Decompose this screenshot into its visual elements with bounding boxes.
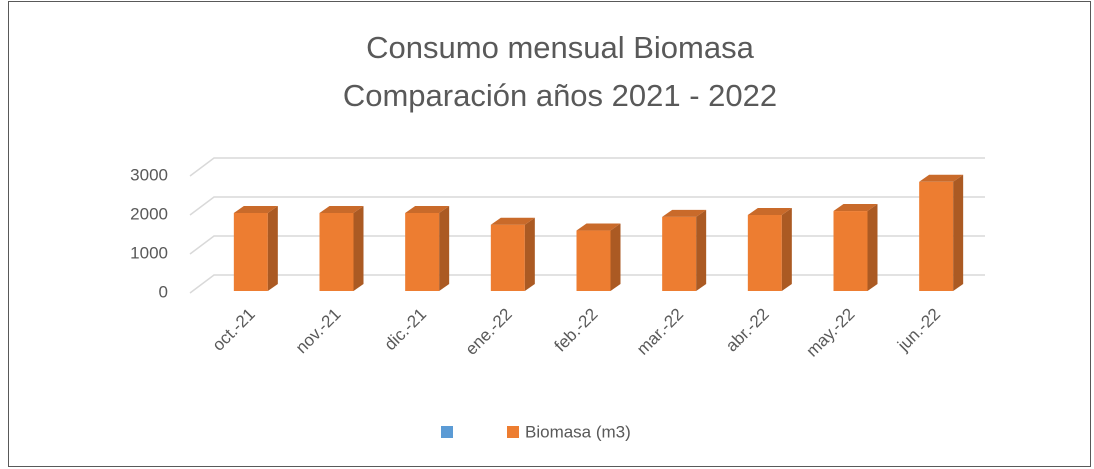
legend-swatch [507,426,519,438]
grid-line [189,274,985,294]
bar-side [439,206,450,291]
bar-side [696,209,707,291]
grid-line [189,196,985,216]
bar-top [576,223,621,231]
grid-line [189,157,985,177]
bar [490,224,525,291]
bar-side [353,206,364,291]
bar-side [524,217,535,291]
legend-label: Biomasa (m3) [525,422,631,441]
legend-swatch [441,426,453,438]
bar [319,213,354,291]
bar [919,181,954,291]
bar [233,213,268,291]
bar-top [405,206,450,213]
bar-top [490,217,535,225]
bar-top [833,204,878,212]
chart-title: Consumo mensual Biomasa [366,30,754,65]
bar-side [267,206,278,291]
bar [662,216,697,291]
chart-border [8,1,1091,467]
bar-top [662,209,707,217]
bar-top [747,207,792,215]
bar-top [319,206,364,213]
bar-side [781,207,792,291]
y-tick-label: 2000 [130,204,168,223]
bar-top [233,206,278,213]
bar [405,213,440,291]
y-tick-label: 0 [159,282,168,301]
bar [576,230,611,291]
bar-top [919,174,964,182]
y-tick-label: 3000 [130,165,168,184]
y-tick-label: 1000 [130,243,168,262]
bar-side [953,174,964,291]
bar [833,211,868,291]
bar [747,214,782,291]
grid-line [189,235,985,255]
bar-side [867,204,878,291]
bar-side [610,223,621,291]
chart-subtitle: Comparación años 2021 - 2022 [343,78,777,113]
